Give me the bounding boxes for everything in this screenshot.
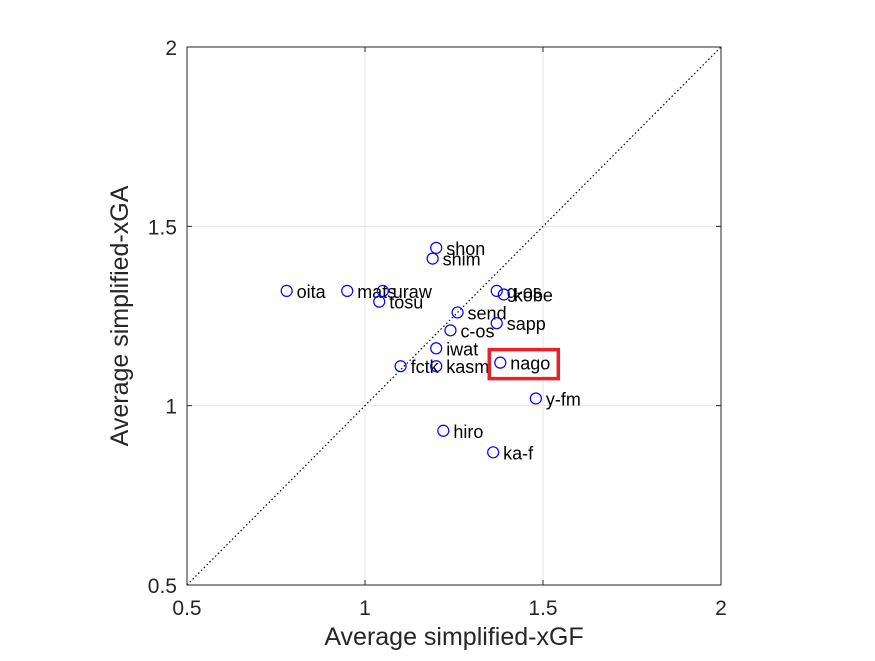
point-label: sapp [507, 314, 546, 334]
point-marker [341, 284, 354, 297]
point-marker [394, 360, 407, 373]
point-marker [430, 241, 443, 254]
point-label: send [468, 303, 507, 323]
point-label: iwat [446, 339, 478, 359]
data-point-kobe: kobe [497, 285, 553, 305]
data-point-tosu: tosu [373, 293, 423, 313]
point-marker [494, 356, 507, 369]
point-label: oita [297, 282, 327, 302]
point-marker [490, 284, 503, 297]
point-marker [430, 360, 443, 373]
x-tick-label: 1 [359, 597, 371, 620]
data-point-shon: shon [430, 239, 485, 259]
point-label: kasm [446, 357, 489, 377]
axis-ticks: 0.5 1 1.5 2 0.5 1 1.5 2 [148, 37, 727, 620]
point-marker [497, 288, 510, 301]
point-label: g-os [507, 282, 542, 302]
data-point-y-fm: y-fm [529, 389, 581, 409]
point-label: shim [443, 250, 481, 270]
y-tick-label: 0.5 [148, 575, 177, 598]
point-marker [430, 342, 443, 355]
point-marker [451, 306, 464, 319]
data-point-g-os: g-os [490, 282, 542, 302]
data-point-c-os: c-os [444, 321, 494, 341]
highlight-box [487, 347, 561, 381]
point-marker [444, 324, 457, 337]
point-marker [487, 446, 500, 459]
point-label: hiro [453, 422, 483, 442]
point-marker [529, 392, 542, 405]
point-label: y-fm [546, 389, 581, 409]
data-point-send: send [451, 303, 507, 323]
point-label: shon [446, 239, 485, 259]
data-point-sapp: sapp [490, 314, 546, 334]
data-point-nago: nago [494, 354, 550, 374]
data-point-iwat: iwat [430, 339, 478, 359]
x-tick-label: 2 [715, 597, 727, 620]
point-label: c-os [460, 321, 494, 341]
point-marker [280, 284, 293, 297]
x-axis-label: Average simplified-xGF [324, 623, 583, 651]
plot-frame [186, 46, 722, 586]
point-label: nago [510, 354, 550, 374]
point-marker [490, 317, 503, 330]
y-axis-label: Average simplified-xGA [106, 185, 134, 446]
data-point-uraw: uraw [376, 282, 433, 302]
data-point-shim: shim [426, 250, 481, 270]
data-point-oita: oita [280, 282, 327, 302]
y-tick-label: 1.5 [148, 216, 177, 239]
x-tick-label: 1.5 [528, 597, 557, 620]
point-marker [376, 284, 389, 297]
data-point-kasm: kasm [430, 357, 489, 377]
point-marker [426, 252, 439, 265]
y-tick-label: 2 [165, 37, 177, 60]
point-label: kobe [514, 285, 553, 305]
point-marker [373, 295, 386, 308]
point-label: ka-f [503, 443, 534, 463]
y-tick-label: 1 [165, 396, 177, 419]
x-tick-label: 0.5 [172, 597, 201, 620]
point-marker [437, 424, 450, 437]
data-point-hiro: hiro [437, 422, 483, 442]
point-label: uraw [393, 282, 433, 302]
data-point-ka-f: ka-f [487, 443, 534, 463]
point-label: tosu [389, 293, 423, 313]
